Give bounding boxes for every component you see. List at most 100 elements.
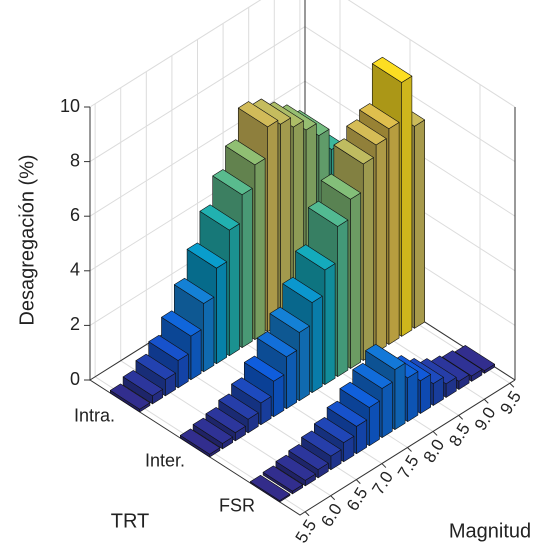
bar-top <box>122 370 164 397</box>
x-axis-label: Magnitud <box>449 520 531 542</box>
x-tick <box>355 479 361 484</box>
bar-top <box>326 400 368 427</box>
bar-face <box>324 263 336 385</box>
x-tick-label: 7.0 <box>368 468 397 498</box>
bar-face <box>228 223 240 357</box>
z-tick-label: 6 <box>70 205 80 225</box>
bar-top <box>199 204 240 231</box>
bar-top <box>212 169 253 196</box>
bar-top <box>243 355 285 382</box>
bar-face <box>401 75 413 337</box>
z-tick-label: 0 <box>70 369 80 389</box>
bar-face <box>216 261 228 365</box>
bar <box>275 454 316 487</box>
bar-top <box>441 350 483 377</box>
bar <box>180 428 221 458</box>
bar-top <box>352 362 393 389</box>
bar <box>262 465 304 495</box>
x-tick <box>407 447 412 452</box>
z-tick-label: 10 <box>60 96 80 116</box>
bar-top <box>192 417 234 444</box>
bar-face <box>388 122 400 345</box>
x-tick-label: 8.5 <box>445 420 474 450</box>
bar-top <box>110 383 151 410</box>
x-tick-label: 6.5 <box>343 484 372 514</box>
bar-top <box>256 331 298 358</box>
bar <box>122 370 164 405</box>
bar-top <box>275 454 316 481</box>
bar-face <box>407 371 419 422</box>
bar-face <box>362 157 374 361</box>
bar-top <box>237 101 279 128</box>
bar-face <box>414 119 426 329</box>
z-tick-label: 8 <box>70 150 80 170</box>
y-axis-label: TRT <box>111 510 150 532</box>
bar-top <box>333 138 374 165</box>
bar-face <box>350 192 362 369</box>
bar-top <box>301 430 342 457</box>
bar-face <box>273 374 285 418</box>
bar-face <box>298 325 310 402</box>
z-tick-label: 4 <box>70 260 80 280</box>
x-tick <box>330 495 336 501</box>
x-tick <box>458 415 464 420</box>
bar-top <box>320 173 362 200</box>
y-tick-label: Intra. <box>74 405 115 425</box>
bar-top <box>269 306 310 333</box>
bar-top <box>218 393 259 420</box>
z-axis-label: Desagregación (%) <box>16 154 38 325</box>
bar-face <box>241 188 253 348</box>
x-tick-label: 8.0 <box>420 436 449 466</box>
bar-face <box>203 296 215 373</box>
bar <box>110 383 151 413</box>
y-tick-label: Inter. <box>145 450 185 470</box>
x-tick-label: 6.0 <box>317 500 346 530</box>
bar-top <box>173 277 215 304</box>
bar-top <box>186 242 228 269</box>
x-tick <box>509 382 515 388</box>
x-tick <box>381 463 387 468</box>
bar-top <box>371 56 413 83</box>
grid-line <box>89 0 516 108</box>
bar-top <box>313 417 355 443</box>
bar-face <box>381 381 393 438</box>
x-tick <box>483 398 489 404</box>
bar-face <box>254 158 266 340</box>
bar-face <box>420 374 432 414</box>
bar-top <box>135 353 176 380</box>
bar-top <box>346 119 387 146</box>
bar-face <box>267 120 279 332</box>
bar-top <box>205 407 246 433</box>
x-tick-label: 9.5 <box>496 388 525 418</box>
axis-line <box>89 379 516 516</box>
z-tick-label: 2 <box>70 314 80 334</box>
bar-top <box>295 244 336 271</box>
bar <box>192 417 234 450</box>
bar-top <box>359 103 400 130</box>
bar-top <box>161 310 202 337</box>
bar-face <box>190 329 202 381</box>
bar-face <box>375 138 387 353</box>
x-tick-label: 7.5 <box>394 452 423 482</box>
x-tick-label: 9.0 <box>471 404 500 434</box>
bar-top <box>282 276 323 303</box>
x-tick-label: 5.5 <box>292 516 321 546</box>
x-tick <box>432 431 438 436</box>
bar-top <box>225 139 266 166</box>
bar-face <box>286 350 298 410</box>
bar-top <box>250 474 291 501</box>
bar-top <box>148 334 189 361</box>
bar-top <box>365 343 406 370</box>
bar-face <box>394 362 406 430</box>
bar-top <box>288 444 329 470</box>
x-tick <box>304 511 310 517</box>
bar-top <box>262 465 304 492</box>
bar-face <box>368 400 380 447</box>
bar-top <box>454 345 496 371</box>
bar-face <box>311 295 323 393</box>
bar-top <box>339 381 380 408</box>
bar <box>250 474 291 503</box>
bar-top <box>307 200 349 227</box>
bar-top <box>231 377 272 404</box>
